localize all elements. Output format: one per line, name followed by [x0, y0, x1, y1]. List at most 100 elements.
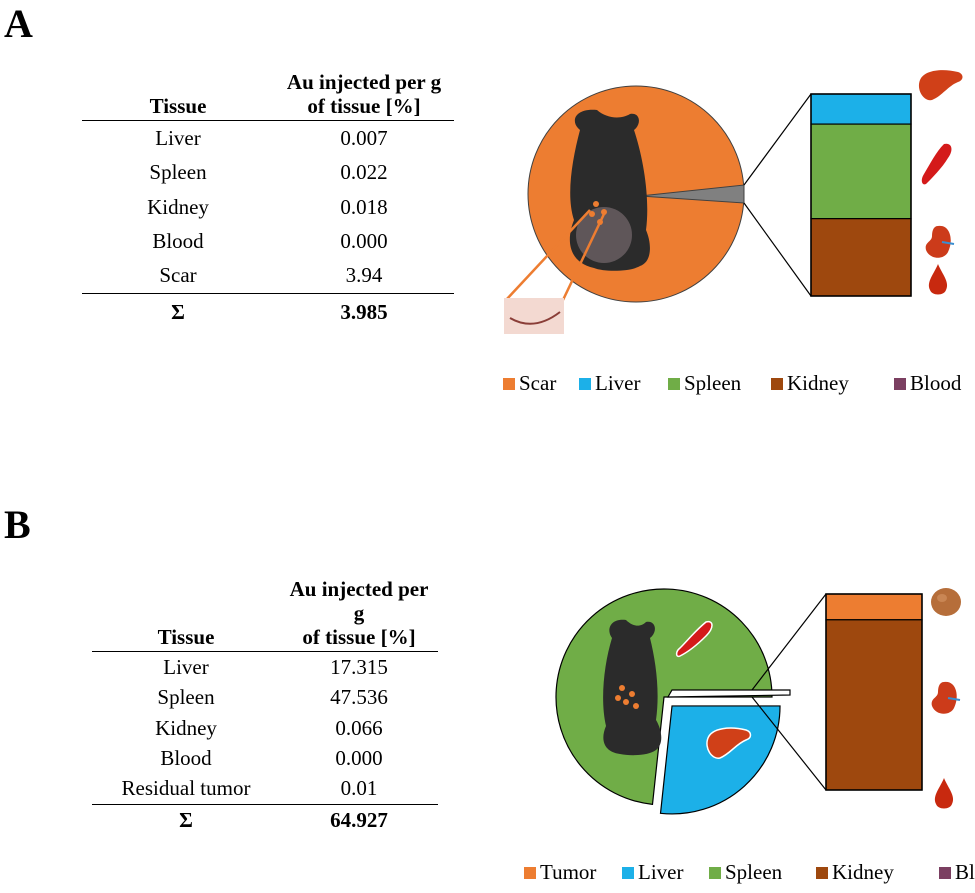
legend-swatch-spleen: [709, 867, 721, 879]
scar-image: [504, 298, 564, 334]
legend-swatch-spleen: [668, 378, 680, 390]
table-b: Tissue Au injected per g of tissue [%] L…: [92, 577, 438, 837]
legend-b: Tumor Liver Spleen Kidney Blood: [524, 860, 975, 884]
table-row: Residual tumor 0.01: [92, 774, 438, 805]
legend-label-liver: Liver: [595, 371, 640, 395]
table-b-sum-row: Σ 64.927: [92, 803, 438, 837]
legend-swatch-liver: [622, 867, 634, 879]
mouse-image: [569, 109, 650, 271]
legend-label-scar: Scar: [519, 371, 556, 395]
table-b-col-value: Au injected per g of tissue [%]: [280, 577, 438, 653]
legend-swatch-liver: [579, 378, 591, 390]
legend-label-kidney: Kidney: [787, 371, 849, 395]
bar-of-pie-a: [810, 93, 912, 297]
table-b-header: Tissue Au injected per g of tissue [%]: [92, 577, 438, 653]
blood-drop-icon: [928, 264, 948, 295]
table-row: Kidney 0.018: [82, 190, 454, 225]
bar-segment-kidney: [810, 218, 912, 297]
table-a-col-value-line1: Au injected per g: [286, 70, 442, 94]
tumor-icon: [931, 588, 961, 616]
legend-label-blood: Blood: [955, 860, 975, 884]
bar-segment-tumor: [825, 593, 923, 621]
table-a-row-4-tissue: Scar: [159, 263, 197, 288]
table-a: Tissue Au injected per g of tissue [%] L…: [82, 70, 454, 332]
legend-swatch-scar: [503, 378, 515, 390]
chart-b: Tumor Liver Spleen Kidney Blood: [524, 588, 975, 884]
table-b-col-value-line2: of tissue [%]: [302, 625, 416, 650]
table-a-sum-label: Σ: [82, 292, 274, 332]
kidney-icon: [925, 225, 955, 258]
table-a-row-2-tissue: Kidney: [147, 194, 209, 219]
table-a-row-1-tissue: Spleen: [149, 160, 207, 185]
bar-of-pie-b: [825, 593, 923, 791]
table-b-row-3-value: 0.000: [335, 746, 383, 771]
table-row: Liver 17.315: [92, 652, 438, 683]
table-row: Blood 0.000: [82, 224, 454, 259]
scar-inset-connector-left: [505, 209, 591, 301]
panel-a-label: A: [4, 1, 33, 46]
liver-icon: [706, 727, 752, 759]
legend-label-spleen: Spleen: [725, 860, 783, 884]
spleen-icon: [921, 143, 952, 185]
table-b-row-3-tissue: Blood: [160, 746, 212, 771]
legend-swatch-blood: [894, 378, 906, 390]
pie-b-connector-top: [751, 593, 827, 691]
bar-segment-liver: [810, 93, 912, 125]
pie-slice-liver: [659, 705, 781, 815]
blood-drop-icon: [934, 778, 954, 809]
table-row: Spleen 47.536: [92, 682, 438, 713]
liver-icon: [918, 70, 963, 101]
pie-b-connector-bottom: [751, 696, 827, 791]
table-a-row-0-tissue: Liver: [155, 125, 201, 150]
legend-label-tumor: Tumor: [540, 860, 596, 884]
legend-label-kidney: Kidney: [832, 860, 894, 884]
table-row: Scar 3.94: [82, 259, 454, 294]
table-row: Blood 0.000: [92, 743, 438, 774]
table-b-col-value-line1: Au injected per g: [289, 577, 429, 626]
table-a-header: Tissue Au injected per g of tissue [%]: [82, 70, 454, 122]
table-b-row-1-value: 47.536: [330, 685, 388, 710]
table-row: Kidney 0.066: [92, 713, 438, 744]
table-a-row-3-tissue: Blood: [152, 229, 204, 254]
bar-a-frame: [810, 93, 912, 297]
table-a-col-value-line2: of tissue [%]: [307, 94, 421, 119]
legend-label-blood: Blood: [910, 371, 962, 395]
table-b-col-tissue: Tissue: [92, 577, 280, 653]
table-b-row-1-tissue: Spleen: [157, 685, 215, 710]
table-b-sum-value: 64.927: [280, 803, 438, 837]
bar-segment-kidney: [825, 619, 923, 791]
legend-swatch-kidney: [771, 378, 783, 390]
legend-swatch-kidney: [816, 867, 828, 879]
table-b-row-4-tissue: Residual tumor: [121, 776, 251, 801]
table-b-row-4-value: 0.01: [340, 776, 378, 801]
table-a-row-3-value: 0.000: [340, 229, 388, 254]
spleen-icon: [675, 620, 713, 658]
bar-b-frame: [825, 593, 923, 791]
table-a-col-tissue: Tissue: [82, 70, 274, 122]
legend-label-liver: Liver: [638, 860, 683, 884]
panel-b-label: B: [4, 502, 31, 547]
legend-swatch-blood: [939, 867, 951, 879]
table-row: Spleen 0.022: [82, 155, 454, 190]
table-b-row-0-tissue: Liver: [163, 654, 209, 679]
pie-b-small-slice-wedge: [666, 689, 791, 698]
scar-inset-connector-right: [561, 213, 606, 301]
table-a-row-1-value: 0.022: [340, 160, 388, 185]
table-row: Liver 0.007: [82, 121, 454, 156]
pie-a-small-slice-wedge: [639, 184, 745, 204]
table-a-row-2-value: 0.018: [340, 194, 388, 219]
table-a-col-value: Au injected per g of tissue [%]: [274, 70, 454, 122]
bar-segment-spleen: [810, 123, 912, 220]
legend-label-spleen: Spleen: [684, 371, 742, 395]
pie-a-connector-bottom: [743, 202, 812, 297]
legend-a: Scar Liver Spleen Kidney Blood: [503, 371, 962, 395]
table-a-sum-value: 3.985: [274, 292, 454, 332]
table-a-sum-row: Σ 3.985: [82, 292, 454, 332]
table-b-row-2-tissue: Kidney: [155, 715, 217, 740]
table-a-row-0-value: 0.007: [340, 125, 388, 150]
table-b-sum-label: Σ: [92, 803, 280, 837]
table-b-row-0-value: 17.315: [330, 654, 388, 679]
mouse-image: [603, 619, 662, 756]
legend-swatch-tumor: [524, 867, 536, 879]
pie-a-connector-top: [743, 93, 812, 186]
